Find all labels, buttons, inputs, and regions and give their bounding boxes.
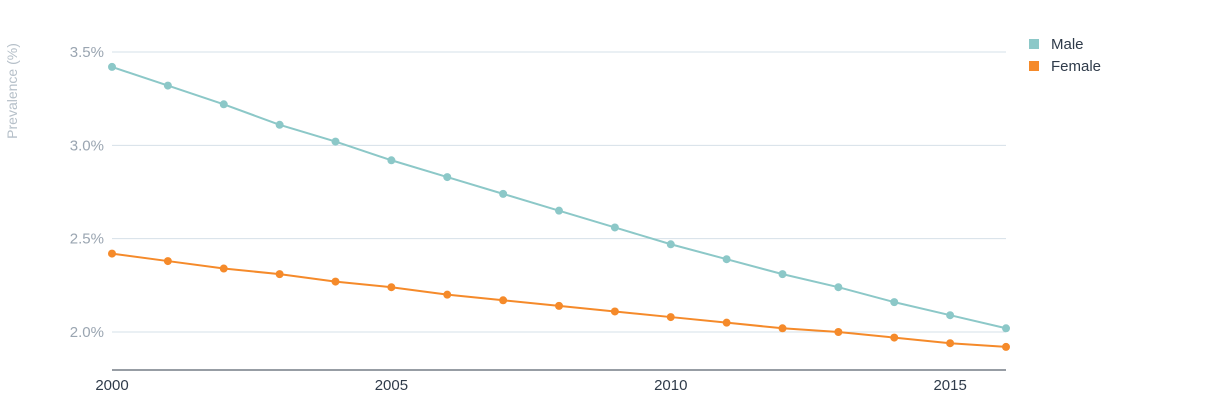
data-point-female — [610, 307, 619, 316]
data-point-female — [443, 290, 452, 299]
legend-item-male[interactable]: Male — [1029, 33, 1101, 55]
data-point-male — [666, 240, 675, 249]
x-tick-label: 2000 — [95, 377, 128, 394]
series-line-female — [111, 252, 1007, 348]
data-point-female — [108, 249, 116, 258]
series-group — [108, 62, 1010, 351]
data-point-female — [946, 339, 955, 348]
data-point-female — [555, 301, 563, 310]
data-point-female — [834, 328, 843, 336]
data-point-male — [778, 270, 787, 279]
legend-swatch-male — [1029, 39, 1039, 49]
data-point-male — [499, 189, 508, 198]
data-point-male — [387, 156, 396, 165]
x-tick-label: 2015 — [933, 377, 966, 394]
y-tick-label: 3.5% — [70, 44, 104, 61]
legend-label-female: Female — [1051, 57, 1102, 75]
data-point-female — [890, 333, 899, 342]
data-point-female — [778, 324, 787, 333]
data-point-female — [219, 264, 228, 273]
data-point-female — [666, 313, 675, 322]
data-point-female — [387, 283, 396, 292]
x-tick-label: 2005 — [375, 377, 408, 394]
y-tick-labels: 2.0% 2.5% 3.0% 3.5% — [70, 44, 104, 341]
x-tick-label: 2010 — [654, 377, 687, 394]
legend-item-female[interactable]: Female — [1029, 55, 1101, 77]
data-point-male — [722, 255, 731, 264]
data-point-male — [275, 120, 284, 129]
y-axis-label: Prevalence (%) — [4, 43, 20, 139]
data-point-female — [722, 318, 731, 327]
y-tick-label: 3.0% — [70, 137, 104, 154]
data-point-male — [610, 223, 619, 232]
data-point-female — [499, 296, 508, 305]
y-tick-label: 2.0% — [70, 324, 104, 341]
data-point-male — [834, 283, 843, 292]
data-point-female — [331, 277, 340, 286]
legend-swatch-female — [1029, 61, 1039, 71]
legend: Male Female — [1029, 33, 1101, 77]
data-point-male — [1002, 324, 1010, 333]
data-point-female — [1002, 342, 1010, 351]
data-point-female — [163, 257, 172, 266]
data-point-male — [555, 206, 563, 215]
legend-label-male: Male — [1051, 35, 1084, 53]
gridlines — [112, 51, 1006, 333]
data-point-male — [163, 81, 172, 90]
data-point-male — [331, 137, 340, 146]
data-point-female — [275, 270, 284, 279]
y-tick-label: 2.5% — [70, 231, 104, 248]
x-tick-labels: 2000 2005 2010 2015 — [95, 377, 967, 394]
series-line-male — [111, 65, 1007, 330]
data-point-male — [890, 298, 899, 307]
data-point-male — [946, 311, 955, 320]
data-point-male — [108, 62, 116, 71]
data-point-male — [443, 173, 452, 182]
data-point-male — [219, 100, 228, 109]
